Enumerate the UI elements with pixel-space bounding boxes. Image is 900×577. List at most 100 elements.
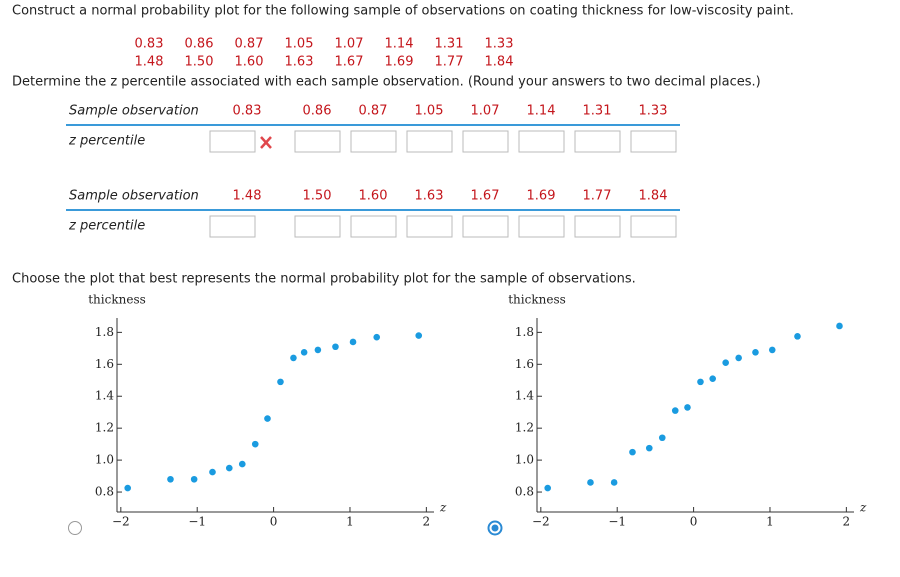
instruction: Determine the z percentile associated wi… [12,75,761,90]
sample-value: 1.31 [435,37,464,52]
point [209,468,216,476]
sample-value: 1.48 [135,55,164,70]
observation: 1.77 [583,189,612,204]
point [314,346,322,354]
x-tick-label: 2 [843,515,851,529]
answer-input[interactable] [630,215,677,238]
point [697,378,704,386]
point [277,378,284,386]
sample-value: 1.63 [285,55,314,70]
chart-title: thickness [508,293,566,307]
point [768,346,776,354]
observation: 1.33 [639,104,668,119]
sample-value: 1.33 [485,37,514,52]
y-tick-label: 1.4 [515,389,534,403]
y-tick-label: 1.6 [515,357,534,371]
sample-value: 1.07 [335,37,364,52]
point [752,349,759,356]
answer-input[interactable] [574,130,621,153]
y-tick-label: 1.0 [95,453,114,467]
x-tick-label: 2 [423,515,431,529]
answer-input[interactable] [209,130,256,153]
answer-input[interactable] [462,130,509,153]
sample-value: 0.87 [235,37,264,52]
observation: 1.84 [639,189,668,204]
y-tick-label: 1.6 [95,357,114,371]
point [658,434,666,442]
prompt: Construct a normal probability plot for … [12,4,794,19]
choose-prompt: Choose the plot that best represents the… [12,272,636,287]
observation: 0.87 [359,104,388,119]
sample-value: 0.86 [185,37,214,52]
answer-input[interactable] [574,215,621,238]
point [722,359,729,367]
sample-value: 1.67 [335,55,364,70]
point [544,484,551,492]
point [645,444,653,452]
answer-input[interactable] [294,130,341,153]
radio-button[interactable] [68,521,82,535]
incorrect-icon [260,136,272,149]
point [735,354,742,362]
observation: 1.31 [583,104,612,119]
observation: 1.48 [233,189,262,204]
x-tick-label: 1 [346,515,354,529]
point [709,375,716,382]
x-tick-label: 1 [766,515,774,529]
table-header: Sample observation [69,189,199,204]
answer-input[interactable] [630,130,677,153]
observation: 1.05 [415,104,444,119]
point [629,448,636,456]
x-tick-label: −2 [532,515,550,529]
point [684,404,691,411]
point [587,479,594,486]
answer-input[interactable] [406,215,453,238]
observation: 1.60 [359,189,388,204]
answer-input[interactable] [406,130,453,153]
point [290,354,297,362]
point [671,407,679,414]
point [610,479,618,486]
point [190,475,198,483]
x-axis-label: z [439,501,447,515]
answer-input[interactable] [518,130,565,153]
point [300,349,308,356]
answer-input[interactable] [518,215,565,238]
point [836,322,843,330]
point [415,332,423,339]
answer-input[interactable] [209,215,256,238]
point [794,333,801,340]
y-tick-label: 1.2 [515,421,534,435]
y-tick-label: 0.8 [95,485,114,499]
y-tick-label: 1.8 [95,325,114,339]
row-label: z percentile [68,219,145,234]
point [349,338,357,346]
x-tick-label: 0 [690,515,698,529]
observation: 1.14 [527,104,556,119]
point [264,415,271,422]
sample-value: 1.14 [385,37,414,52]
sample-value: 1.60 [235,55,264,70]
answer-input[interactable] [462,215,509,238]
y-tick-label: 1.8 [515,325,534,339]
y-tick-label: 1.0 [515,453,534,467]
observation: 1.50 [303,189,332,204]
point [167,475,174,483]
x-axis-label: z [859,501,867,515]
x-tick-label: −1 [608,515,626,529]
chart-title: thickness [88,293,146,307]
point [238,460,246,468]
sample-value: 1.05 [285,37,314,52]
x-tick-label: 0 [270,515,278,529]
table-header: Sample observation [69,104,199,119]
answer-input[interactable] [350,130,397,153]
radio-dot [491,524,499,532]
observation: 1.69 [527,189,556,204]
answer-input[interactable] [294,215,341,238]
y-tick-label: 1.4 [95,389,114,403]
point [124,484,131,492]
sample-value: 0.83 [135,37,164,52]
answer-input[interactable] [350,215,397,238]
point [332,343,339,351]
